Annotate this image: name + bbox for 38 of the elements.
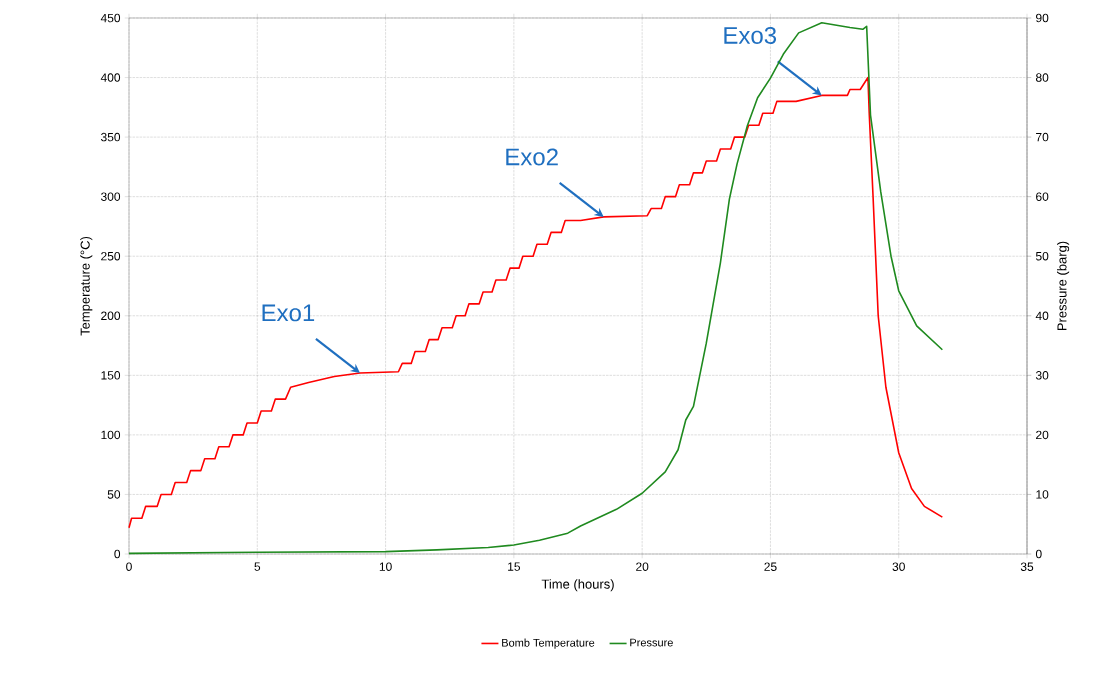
x-axis-title: Time (hours) [541, 579, 614, 592]
annotation: Exo1 [262, 304, 315, 322]
y2-tick-label: 70 [1036, 132, 1049, 142]
line-series [128, 76, 944, 529]
line-series [128, 21, 944, 555]
annotation: Exo3 [724, 26, 777, 44]
y2-tick-label: 60 [1036, 192, 1049, 201]
y-tick-label: 450 [100, 13, 121, 23]
y-tick-label: 300 [100, 192, 121, 201]
y-tick-label: 250 [101, 251, 121, 261]
y2-tick-label: 40 [1035, 311, 1049, 321]
y-tick-label: 50 [107, 490, 121, 499]
x-tick-label: 20 [636, 562, 649, 571]
y2-tick-label: 20 [1036, 430, 1049, 440]
y2-tick-label: 10 [1036, 490, 1049, 499]
y2-tick-label: 80 [1035, 73, 1049, 82]
y2-tick-label: 50 [1035, 251, 1049, 261]
y-tick-label: 200 [101, 311, 121, 321]
x-tick-label: 10 [379, 562, 392, 571]
y-tick-label: 0 [114, 549, 121, 559]
y-tick-label: 400 [100, 73, 121, 82]
x-tick-label: 25 [764, 562, 777, 571]
y-tick-label: 350 [100, 132, 121, 142]
x-tick-label: 35 [1020, 562, 1034, 571]
legend-label: Pressure [630, 638, 673, 647]
y2-tick-label: 0 [1035, 549, 1042, 559]
x-tick-label: 30 [892, 562, 905, 571]
x-tick-label: 15 [508, 562, 521, 571]
annotation: Exo2 [506, 148, 558, 166]
y2-tick-label: 30 [1035, 371, 1049, 380]
y2-tick-label: 90 [1036, 13, 1049, 23]
y-tick-label: 150 [101, 371, 121, 380]
y2-axis-title: Pressure (barg) [1057, 241, 1070, 331]
y-axis-title: Temperature (°C) [80, 236, 93, 336]
x-tick-label: 5 [254, 562, 261, 571]
y-tick-label: 100 [101, 430, 121, 440]
x-tick-label: 0 [126, 562, 132, 571]
legend-label: Bomb Temperature [502, 638, 595, 649]
